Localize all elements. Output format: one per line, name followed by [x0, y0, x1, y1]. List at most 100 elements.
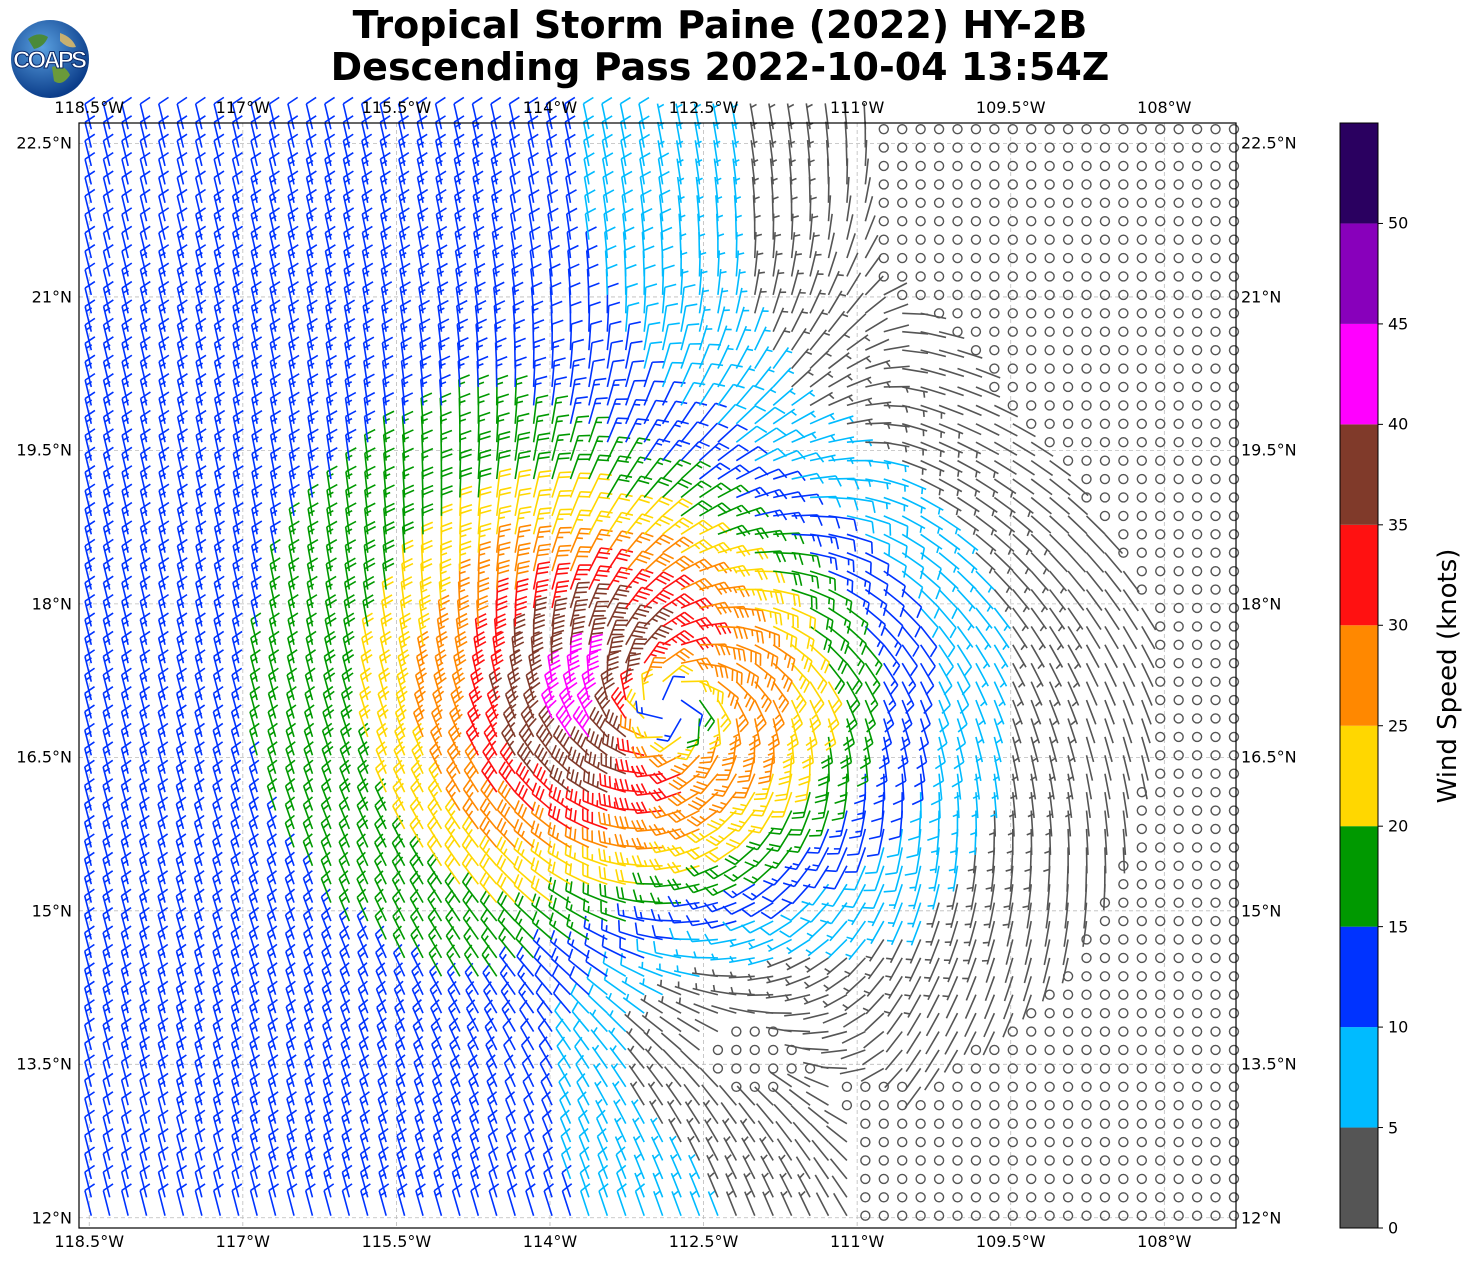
wind-barb	[946, 884, 959, 910]
wind-barb	[970, 216, 982, 227]
wind-barb	[1104, 589, 1121, 612]
wind-barb	[361, 225, 373, 259]
wind-barb	[176, 446, 188, 480]
wind-barb	[985, 957, 996, 983]
wind-barb	[569, 415, 590, 443]
wind-barb	[897, 289, 908, 301]
wind-barb	[338, 851, 351, 885]
wind-barb	[965, 976, 977, 1001]
wind-barb	[1136, 1173, 1148, 1185]
wind-barb	[1228, 381, 1240, 393]
wind-barb	[1210, 326, 1221, 337]
wind-barb	[1026, 160, 1037, 172]
wind-barb	[878, 216, 889, 227]
wind-barb	[933, 1155, 945, 1166]
wind-barb	[809, 644, 831, 674]
wind-barb	[1210, 1063, 1221, 1074]
wind-barb	[809, 533, 840, 550]
wind-barb	[597, 830, 626, 849]
wind-barb	[569, 472, 592, 498]
wind-barb	[449, 1054, 461, 1088]
wind-barb	[1081, 1081, 1092, 1093]
wind-barb	[938, 441, 964, 458]
wind-barb	[1136, 1210, 1148, 1221]
wind-barb	[1228, 179, 1240, 190]
wind-barb	[560, 1127, 572, 1161]
wind-barb	[675, 997, 700, 1014]
wind-barb	[1048, 607, 1066, 632]
wind-barb	[1099, 473, 1111, 485]
wind-barb	[121, 483, 133, 517]
wind-barb	[1062, 197, 1074, 209]
wind-barb	[897, 1100, 908, 1111]
wind-barb	[613, 1099, 627, 1125]
wind-barb	[901, 662, 917, 696]
wind-barb	[586, 263, 599, 295]
wind-barb	[624, 301, 640, 332]
wind-barb	[925, 1031, 940, 1055]
wind-barb	[194, 1146, 206, 1180]
wind-barb	[393, 980, 406, 1014]
wind-barb	[983, 994, 996, 1020]
wind-barb	[594, 1080, 609, 1106]
wind-barb	[1118, 234, 1129, 245]
wind-barb	[933, 1210, 945, 1221]
wind-barb	[878, 1081, 889, 1093]
wind-barb	[938, 496, 962, 516]
wind-barb	[928, 865, 940, 892]
wind-barb	[1007, 1026, 1018, 1037]
wind-barb	[668, 1117, 682, 1143]
wind-barb	[920, 478, 945, 496]
wind-barb	[1191, 529, 1203, 540]
wind-barb	[878, 1173, 889, 1185]
wind-barb	[302, 851, 314, 885]
wind-barb	[669, 1135, 682, 1161]
wind-barb	[1118, 1063, 1129, 1074]
wind-barb	[305, 152, 317, 185]
wind-barb	[1155, 842, 1166, 853]
wind-barb	[864, 662, 881, 695]
wind-barb	[759, 920, 793, 936]
wind-barb	[250, 133, 262, 167]
wind-barb	[1062, 289, 1074, 301]
wind-barb	[1155, 1136, 1166, 1148]
wind-barb	[631, 837, 663, 850]
wind-barb	[1191, 897, 1203, 908]
wind-barb	[680, 303, 698, 332]
wind-barb	[434, 649, 447, 682]
wind-barb	[1099, 344, 1111, 356]
wind-barb	[1136, 381, 1148, 393]
wind-barb	[643, 457, 672, 480]
wind-barb	[324, 630, 337, 664]
wind-barb	[993, 625, 1010, 651]
wind-barb	[302, 796, 314, 830]
wind-barb	[569, 434, 591, 461]
wind-barb	[668, 927, 700, 941]
wind-barb	[213, 354, 225, 388]
wind-barb	[781, 883, 811, 905]
wind-barb	[1228, 1044, 1240, 1056]
wind-barb	[435, 152, 447, 185]
wind-barb	[915, 160, 926, 172]
wind-barb	[871, 792, 885, 823]
wind-barb	[157, 1091, 169, 1124]
wind-barb	[1026, 252, 1037, 264]
wind-barb	[821, 883, 848, 908]
wind-barb	[694, 1018, 719, 1033]
wind-barb	[1002, 1012, 1014, 1038]
wind-barb	[461, 853, 479, 885]
wind-barb	[1210, 289, 1221, 301]
wind-barb	[982, 1031, 996, 1056]
wind-barb	[667, 791, 700, 807]
wind-barb	[158, 483, 170, 517]
wind-barb	[120, 1128, 132, 1161]
wind-barb	[1136, 1007, 1148, 1019]
wind-barb	[121, 299, 133, 332]
wind-barb	[251, 373, 263, 406]
wind-barb	[883, 681, 897, 714]
wind-barb	[1044, 252, 1055, 264]
wind-barb	[1044, 308, 1055, 319]
wind-barb	[158, 225, 170, 259]
wind-barb	[514, 781, 535, 812]
wind-barb	[453, 152, 465, 185]
